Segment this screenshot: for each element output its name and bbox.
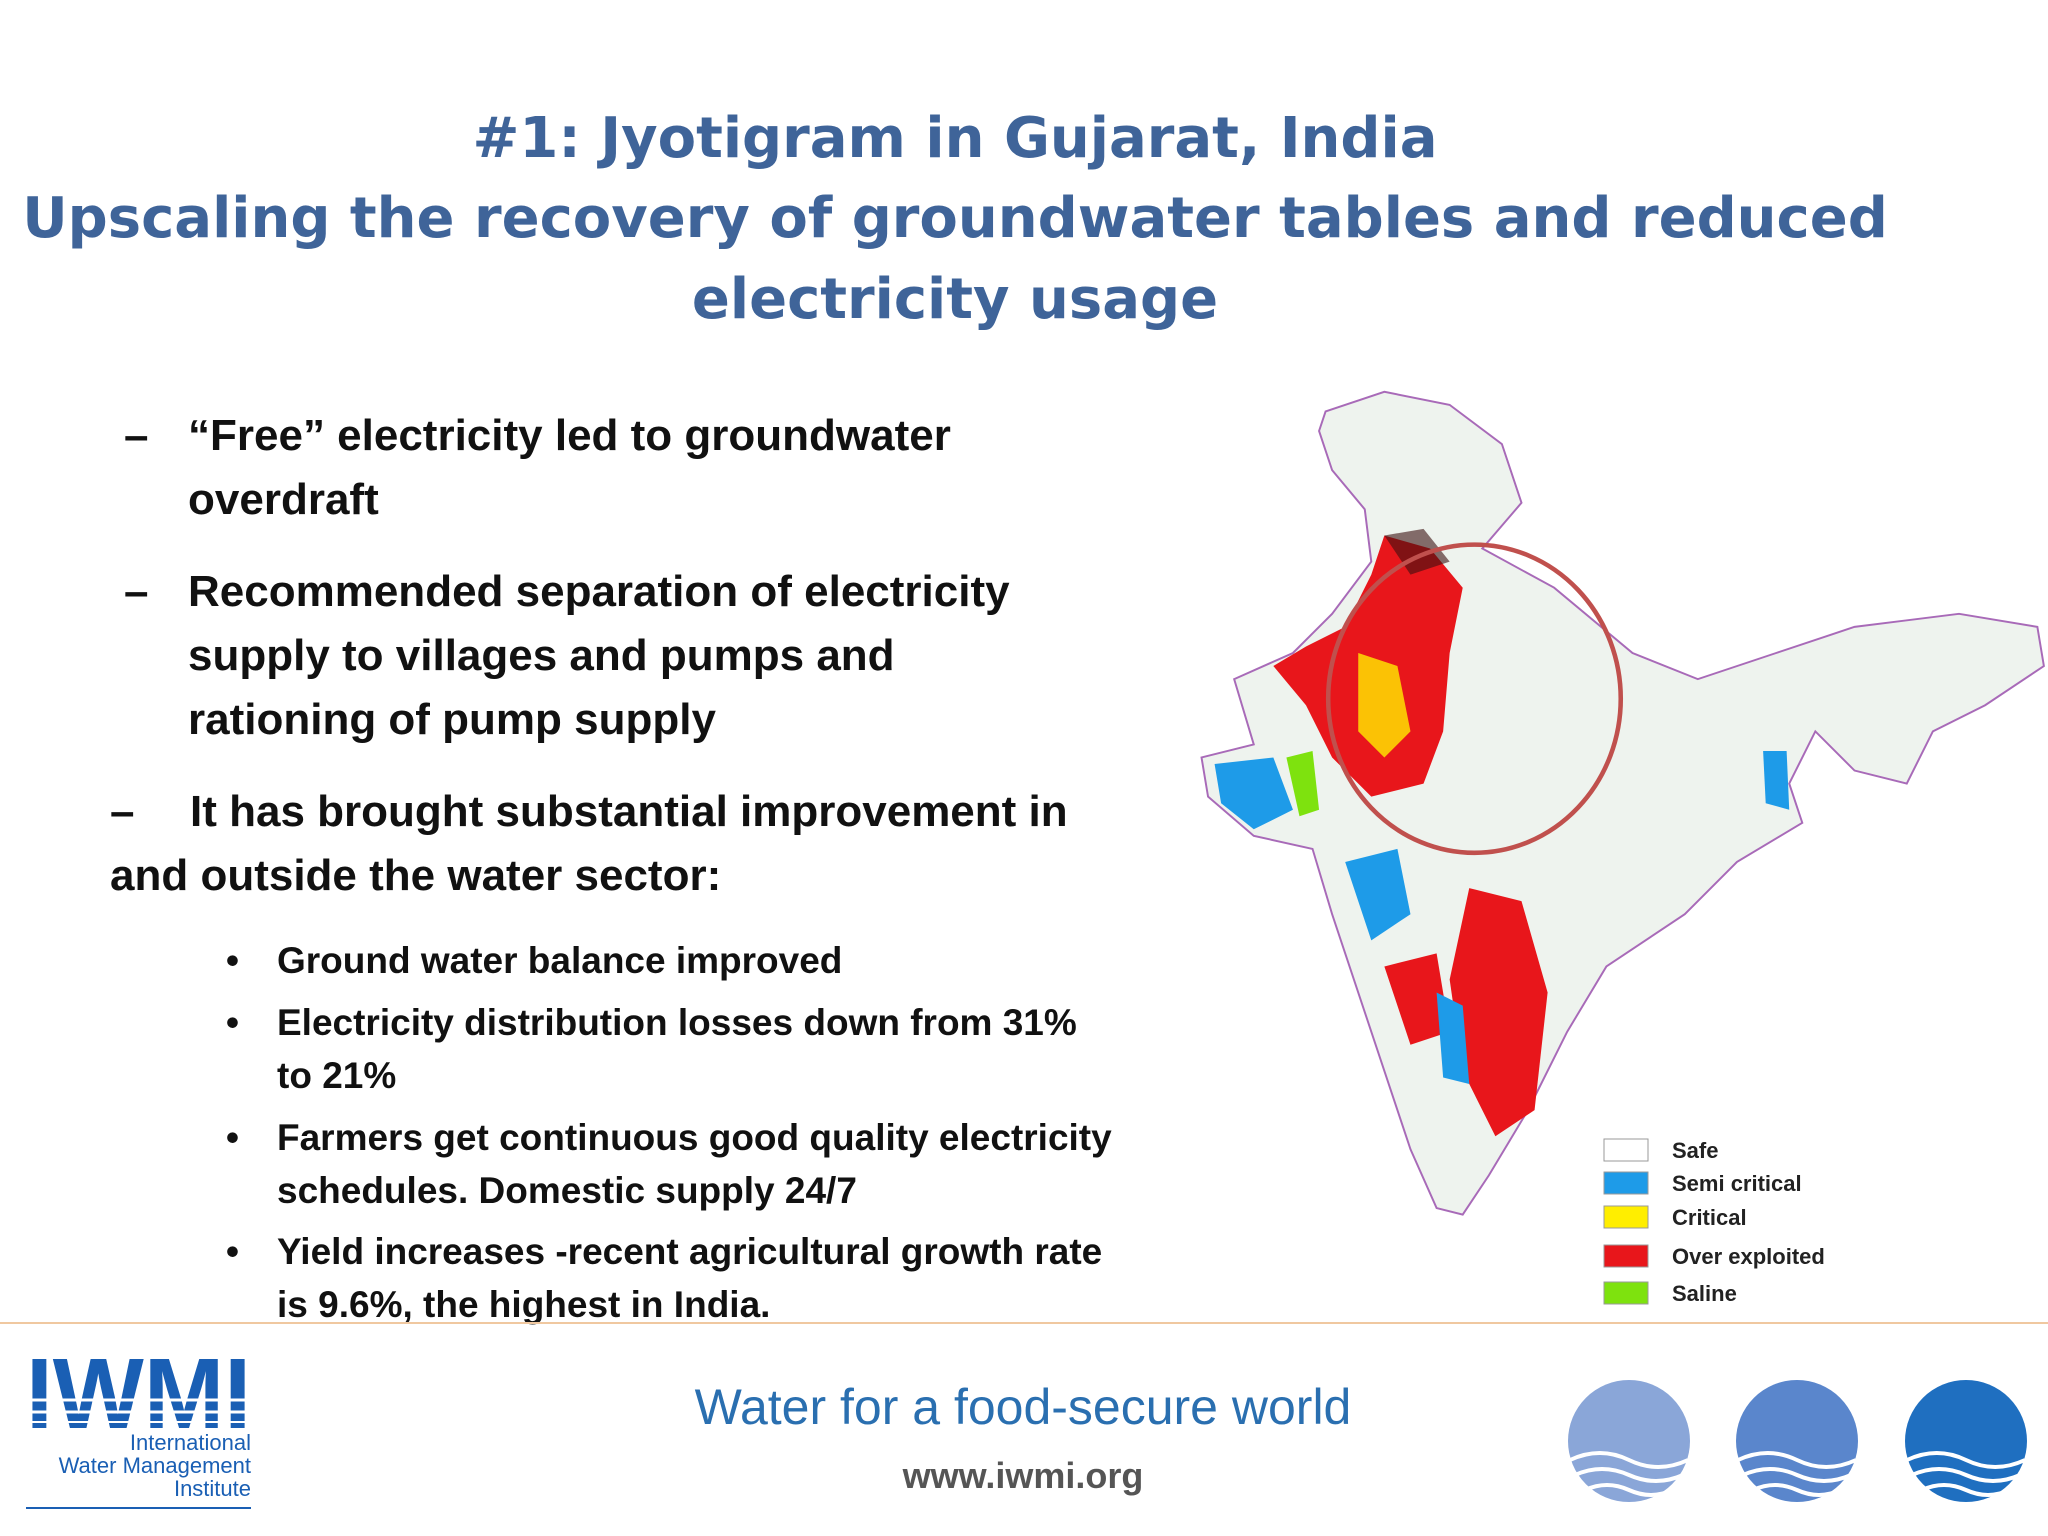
map-regions: [1214, 528, 1790, 1137]
legend-swatch: [1603, 1205, 1649, 1229]
website-url: www.iwmi.org: [902, 1455, 1144, 1496]
water-icon: [1736, 1380, 1858, 1502]
iwmi-logo: IWMI International Water Management Inst…: [26, 1338, 251, 1509]
map-legend: Safe Semi critical Critical Over exploited S…: [1603, 1138, 1825, 1306]
bullet-list: – “Free” electricity led to groundwaterov…: [110, 411, 1112, 1325]
bullet-marker: –: [124, 411, 148, 460]
legend-swatch: [1603, 1281, 1649, 1305]
sub-bullet-marker: •: [226, 1002, 239, 1043]
bullet-text: overdraft: [188, 475, 379, 524]
logo-line: Institute: [174, 1476, 251, 1501]
legend-swatch: [1603, 1138, 1649, 1162]
legend-label: Critical: [1672, 1205, 1747, 1230]
sub-bullet-marker: •: [226, 1231, 239, 1272]
bullet-text: supply to villages and pumps and: [188, 631, 895, 680]
sub-bullet-text: Ground water balance improved: [277, 940, 842, 981]
legend-label: Semi critical: [1672, 1171, 1802, 1196]
logo-line: Water Management: [59, 1453, 251, 1478]
bullet-text: and outside the water sector:: [110, 851, 721, 900]
logo-line: International: [130, 1430, 251, 1455]
legend-swatch: [1603, 1244, 1649, 1268]
sub-bullet-text: is 9.6%, the highest in India.: [277, 1284, 770, 1325]
water-icons: [1568, 1380, 2027, 1502]
water-icon: [1905, 1380, 2027, 1502]
sub-bullet-text: Electricity distribution losses down fro…: [277, 1002, 1077, 1043]
bullet-marker: –: [124, 567, 148, 616]
highlight-circle: [1325, 542, 1624, 856]
sub-bullet-marker: •: [226, 940, 239, 981]
legend-label: Saline: [1672, 1281, 1737, 1306]
bullet-text: “Free” electricity led to groundwater: [188, 411, 951, 460]
legend-label: Over exploited: [1672, 1244, 1825, 1269]
sub-bullet-text: Yield increases -recent agricultural gro…: [277, 1231, 1102, 1272]
map-outline: [1200, 390, 2045, 1216]
title-line: electricity usage: [692, 267, 1218, 332]
sub-bullet-marker: •: [226, 1117, 239, 1158]
legend-swatch: [1603, 1171, 1649, 1195]
water-icon: [1568, 1380, 1690, 1502]
bullet-marker: –: [110, 787, 134, 836]
bullet-text: rationing of pump supply: [188, 695, 716, 744]
logo-mark: IWMI: [26, 1338, 251, 1450]
sub-bullet-text: schedules. Domestic supply 24/7: [277, 1170, 857, 1211]
sub-bullet-text: to 21%: [277, 1055, 396, 1096]
bullet-text: Recommended separation of electricity: [188, 567, 1010, 616]
tagline: Water for a food-secure world: [695, 1379, 1352, 1435]
sub-bullet-text: Farmers get continuous good quality elec…: [277, 1117, 1112, 1158]
title-line: Upscaling the recovery of groundwater ta…: [22, 186, 1888, 251]
title-block: #1: Jyotigram in Gujarat, India Upscaling…: [22, 106, 1888, 332]
legend-label: Safe: [1672, 1138, 1718, 1163]
india-map: [1200, 390, 2045, 1216]
wave-lines: [1569, 1451, 2026, 1497]
title-line: #1: Jyotigram in Gujarat, India: [473, 106, 1438, 171]
bullet-text: It has brought substantial improvement i…: [190, 787, 1068, 836]
